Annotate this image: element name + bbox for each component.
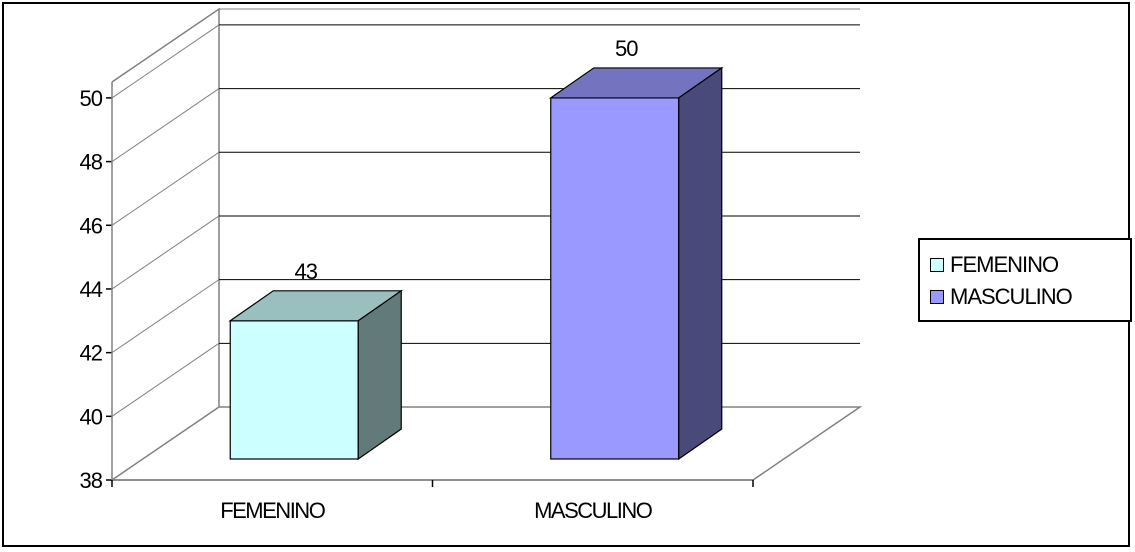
x-tick-label-femenino: FEMENINO: [220, 498, 326, 523]
legend-swatch-masculino: [930, 290, 944, 304]
axes: [106, 82, 754, 487]
gridline-diagonal: [111, 215, 220, 290]
bars: [228, 66, 724, 461]
gridline-diagonal: [111, 24, 220, 99]
gridline-diagonal: [111, 342, 220, 417]
legend-item-masculino: MASCULINO: [930, 282, 1073, 312]
gridline-diagonal: [111, 279, 220, 354]
bar-side-masculino: [678, 66, 723, 461]
data-label-femenino: 43: [295, 259, 318, 284]
bar-front-masculino: [550, 97, 680, 460]
legend-label-femenino: FEMENINO: [950, 252, 1059, 277]
y-tick-label: 38: [80, 468, 103, 493]
y-tick-label: 40: [80, 404, 103, 429]
legend-label-masculino: MASCULINO: [950, 284, 1073, 309]
y-tick-label: 46: [80, 213, 103, 238]
bar-femenino: [228, 289, 404, 461]
y-tick-label: 44: [80, 277, 103, 302]
x-tick-labels: FEMENINO MASCULINO: [220, 498, 654, 523]
chart-walls: [109, 7, 863, 481]
data-label-masculino: 50: [615, 36, 638, 61]
y-tick-label: 48: [80, 150, 103, 175]
legend-item-femenino: FEMENINO: [930, 250, 1059, 280]
side-wall-edge: [111, 7, 220, 407]
bar-side-femenino: [357, 289, 402, 461]
gridlines: [111, 24, 860, 417]
legend-swatch-femenino: [930, 258, 944, 272]
x-tick-label-masculino: MASCULINO: [534, 498, 653, 523]
gridline-diagonal: [111, 151, 220, 226]
y-tick-labels: 38 40 42 44 46 48 50: [80, 86, 104, 493]
data-labels: 43 50: [295, 36, 640, 284]
y-tick-label: 42: [80, 341, 103, 366]
bar-front-femenino: [229, 320, 359, 460]
floor: [109, 406, 863, 481]
legend: FEMENINO MASCULINO: [918, 238, 1132, 322]
gridline-diagonal: [111, 88, 220, 163]
bar-masculino: [548, 66, 724, 461]
y-tick-label: 50: [80, 86, 103, 111]
